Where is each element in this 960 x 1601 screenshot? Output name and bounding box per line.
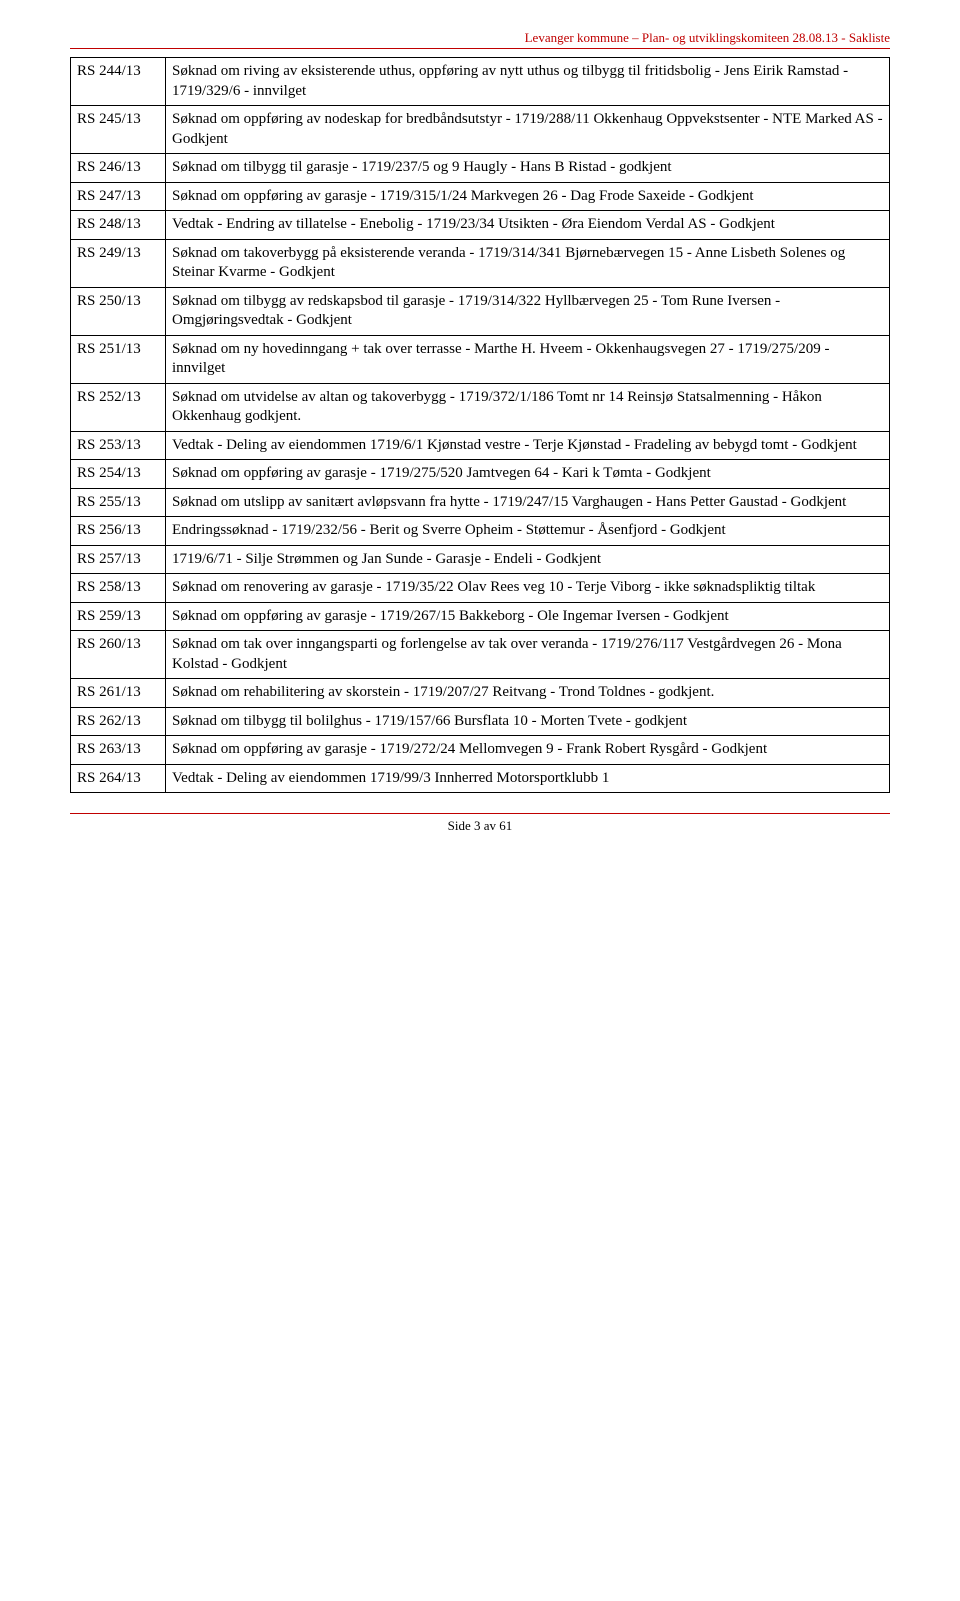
table-row: RS 252/13Søknad om utvidelse av altan og… xyxy=(71,383,890,431)
row-reference: RS 259/13 xyxy=(71,602,166,631)
table-row: RS 244/13Søknad om riving av eksisterend… xyxy=(71,58,890,106)
row-reference: RS 247/13 xyxy=(71,182,166,211)
table-row: RS 263/13Søknad om oppføring av garasje … xyxy=(71,736,890,765)
row-description: Søknad om rehabilitering av skorstein - … xyxy=(166,679,890,708)
row-reference: RS 257/13 xyxy=(71,545,166,574)
row-reference: RS 245/13 xyxy=(71,106,166,154)
row-description: Søknad om utvidelse av altan og takoverb… xyxy=(166,383,890,431)
row-reference: RS 249/13 xyxy=(71,239,166,287)
row-reference: RS 252/13 xyxy=(71,383,166,431)
row-description: Søknad om riving av eksisterende uthus, … xyxy=(166,58,890,106)
row-reference: RS 251/13 xyxy=(71,335,166,383)
table-row: RS 251/13Søknad om ny hovedinngang + tak… xyxy=(71,335,890,383)
row-description: Søknad om tilbygg til bolilghus - 1719/1… xyxy=(166,707,890,736)
row-description: Søknad om takoverbygg på eksisterende ve… xyxy=(166,239,890,287)
table-row: RS 255/13Søknad om utslipp av sanitært a… xyxy=(71,488,890,517)
row-reference: RS 250/13 xyxy=(71,287,166,335)
header-text: Levanger kommune – Plan- og utviklingsko… xyxy=(525,30,890,45)
table-row: RS 261/13Søknad om rehabilitering av sko… xyxy=(71,679,890,708)
row-description: Søknad om tak over inngangsparti og forl… xyxy=(166,631,890,679)
footer-text: Side 3 av 61 xyxy=(448,818,513,833)
table-row: RS 249/13Søknad om takoverbygg på eksist… xyxy=(71,239,890,287)
table-row: RS 248/13Vedtak - Endring av tillatelse … xyxy=(71,211,890,240)
row-description: Søknad om oppføring av garasje - 1719/26… xyxy=(166,602,890,631)
table-row: RS 262/13Søknad om tilbygg til bolilghus… xyxy=(71,707,890,736)
table-row: RS 257/131719/6/71 - Silje Strømmen og J… xyxy=(71,545,890,574)
row-reference: RS 263/13 xyxy=(71,736,166,765)
row-description: Søknad om renovering av garasje - 1719/3… xyxy=(166,574,890,603)
row-reference: RS 253/13 xyxy=(71,431,166,460)
table-row: RS 250/13Søknad om tilbygg av redskapsbo… xyxy=(71,287,890,335)
table-row: RS 247/13Søknad om oppføring av garasje … xyxy=(71,182,890,211)
table-row: RS 254/13Søknad om oppføring av garasje … xyxy=(71,460,890,489)
row-reference: RS 244/13 xyxy=(71,58,166,106)
row-description: Søknad om oppføring av garasje - 1719/31… xyxy=(166,182,890,211)
row-description: 1719/6/71 - Silje Strømmen og Jan Sunde … xyxy=(166,545,890,574)
row-reference: RS 261/13 xyxy=(71,679,166,708)
row-description: Søknad om oppføring av garasje - 1719/27… xyxy=(166,460,890,489)
row-description: Søknad om utslipp av sanitært avløpsvann… xyxy=(166,488,890,517)
row-reference: RS 260/13 xyxy=(71,631,166,679)
table-row: RS 256/13Endringssøknad - 1719/232/56 - … xyxy=(71,517,890,546)
table-row: RS 245/13Søknad om oppføring av nodeskap… xyxy=(71,106,890,154)
case-list-table: RS 244/13Søknad om riving av eksisterend… xyxy=(70,57,890,793)
row-reference: RS 264/13 xyxy=(71,764,166,793)
row-description: Søknad om tilbygg av redskapsbod til gar… xyxy=(166,287,890,335)
row-reference: RS 248/13 xyxy=(71,211,166,240)
row-reference: RS 258/13 xyxy=(71,574,166,603)
table-row: RS 260/13Søknad om tak over inngangspart… xyxy=(71,631,890,679)
row-description: Søknad om tilbygg til garasje - 1719/237… xyxy=(166,154,890,183)
row-description: Søknad om oppføring av garasje - 1719/27… xyxy=(166,736,890,765)
table-row: RS 253/13Vedtak - Deling av eiendommen 1… xyxy=(71,431,890,460)
row-description: Vedtak - Deling av eiendommen 1719/6/1 K… xyxy=(166,431,890,460)
row-description: Vedtak - Deling av eiendommen 1719/99/3 … xyxy=(166,764,890,793)
table-row: RS 264/13Vedtak - Deling av eiendommen 1… xyxy=(71,764,890,793)
row-reference: RS 255/13 xyxy=(71,488,166,517)
row-description: Søknad om ny hovedinngang + tak over ter… xyxy=(166,335,890,383)
table-row: RS 259/13Søknad om oppføring av garasje … xyxy=(71,602,890,631)
page-footer: Side 3 av 61 xyxy=(70,813,890,834)
row-description: Vedtak - Endring av tillatelse - Eneboli… xyxy=(166,211,890,240)
table-row: RS 246/13Søknad om tilbygg til garasje -… xyxy=(71,154,890,183)
row-description: Søknad om oppføring av nodeskap for bred… xyxy=(166,106,890,154)
table-row: RS 258/13Søknad om renovering av garasje… xyxy=(71,574,890,603)
row-reference: RS 262/13 xyxy=(71,707,166,736)
page-header: Levanger kommune – Plan- og utviklingsko… xyxy=(70,30,890,49)
row-description: Endringssøknad - 1719/232/56 - Berit og … xyxy=(166,517,890,546)
row-reference: RS 254/13 xyxy=(71,460,166,489)
row-reference: RS 256/13 xyxy=(71,517,166,546)
row-reference: RS 246/13 xyxy=(71,154,166,183)
